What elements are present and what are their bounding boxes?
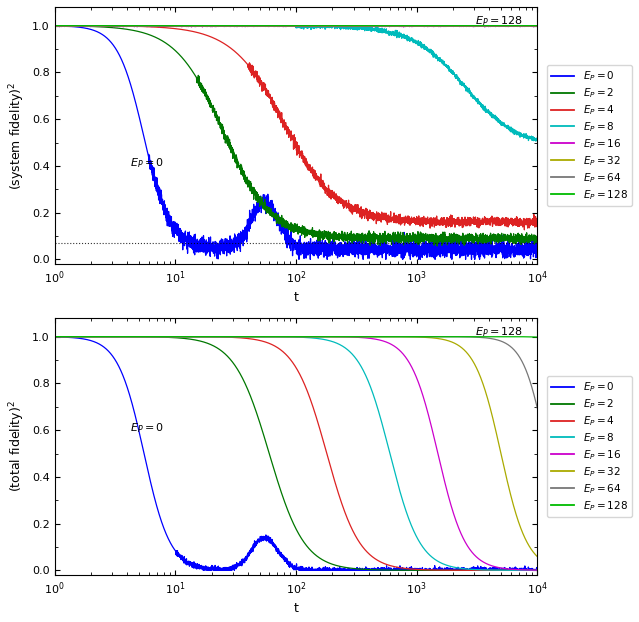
- X-axis label: t: t: [293, 291, 298, 304]
- Y-axis label: (total fidelity)$^2$: (total fidelity)$^2$: [7, 401, 27, 493]
- Y-axis label: (system fidelity)$^2$: (system fidelity)$^2$: [7, 81, 27, 190]
- Legend: $E_P=0$, $E_P=2$, $E_P=4$, $E_P=8$, $E_P=16$, $E_P=32$, $E_P=64$, $E_P=128$: $E_P=0$, $E_P=2$, $E_P=4$, $E_P=8$, $E_P…: [548, 376, 632, 517]
- Text: $E_P=128$: $E_P=128$: [475, 326, 523, 340]
- Text: $E_P=0$: $E_P=0$: [130, 420, 164, 435]
- Legend: $E_P=0$, $E_P=2$, $E_P=4$, $E_P=8$, $E_P=16$, $E_P=32$, $E_P=64$, $E_P=128$: $E_P=0$, $E_P=2$, $E_P=4$, $E_P=8$, $E_P…: [548, 65, 632, 206]
- Text: $E_P=128$: $E_P=128$: [475, 15, 523, 29]
- X-axis label: t: t: [293, 602, 298, 615]
- Text: $E_P=0$: $E_P=0$: [130, 156, 164, 170]
